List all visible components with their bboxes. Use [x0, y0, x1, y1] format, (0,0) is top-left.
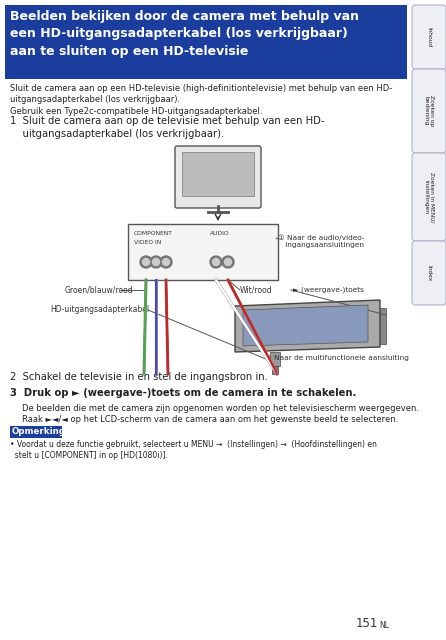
- Text: 3  Druk op ► (weergave-)toets om de camera in te schakelen.: 3 Druk op ► (weergave-)toets om de camer…: [10, 388, 356, 398]
- Bar: [128, 224, 278, 280]
- Circle shape: [224, 259, 231, 266]
- Text: COMPONENT: COMPONENT: [134, 231, 173, 236]
- Circle shape: [160, 256, 172, 268]
- Text: VIDEO IN: VIDEO IN: [134, 240, 161, 245]
- FancyBboxPatch shape: [412, 69, 446, 153]
- Bar: [5, 5, 407, 79]
- Polygon shape: [235, 300, 380, 352]
- Text: 1  Sluit de camera aan op de televisie met behulp van een HD-
    uitgangsadapte: 1 Sluit de camera aan op de televisie me…: [10, 116, 325, 139]
- Text: HD-uitgangsadapterkabel: HD-uitgangsadapterkabel: [50, 305, 149, 314]
- Text: Sluit de camera aan op een HD-televisie (high-definitiontelevisie) met behulp va: Sluit de camera aan op een HD-televisie …: [10, 84, 392, 116]
- Text: Opmerking: Opmerking: [12, 427, 66, 436]
- Circle shape: [150, 256, 162, 268]
- Text: Index: Index: [426, 265, 431, 281]
- Circle shape: [222, 256, 234, 268]
- Text: 2  Schakel de televisie in en stel de ingangsbron in.: 2 Schakel de televisie in en stel de ing…: [10, 372, 268, 382]
- FancyBboxPatch shape: [412, 241, 446, 305]
- Text: NL: NL: [379, 621, 389, 630]
- Bar: [182, 152, 254, 196]
- Polygon shape: [243, 305, 368, 346]
- Circle shape: [212, 259, 219, 266]
- FancyBboxPatch shape: [175, 146, 261, 208]
- Text: Zoeken in MENU/
instellingen: Zoeken in MENU/ instellingen: [424, 172, 434, 222]
- Text: ② Naar de multifunctionele aansluiting: ② Naar de multifunctionele aansluiting: [265, 355, 409, 361]
- Text: Inhoud: Inhoud: [426, 27, 431, 47]
- Text: • Voordat u deze functie gebruikt, selecteert u MENU →  (Instellingen) →  (Hoofd: • Voordat u deze functie gebruikt, selec…: [10, 440, 377, 460]
- Bar: [272, 366, 278, 374]
- Bar: [270, 352, 280, 366]
- FancyBboxPatch shape: [412, 5, 446, 69]
- Circle shape: [162, 259, 169, 266]
- Text: ① Naar de audio/video-
   ingangsaansluitingen: ① Naar de audio/video- ingangsaansluitin…: [278, 234, 364, 248]
- Circle shape: [140, 256, 152, 268]
- Bar: [380, 308, 386, 344]
- Text: 151: 151: [355, 617, 378, 630]
- Text: De beelden die met de camera zijn opgenomen worden op het televisiescherm weerge: De beelden die met de camera zijn opgeno…: [22, 404, 419, 424]
- Text: Wit/rood: Wit/rood: [240, 285, 273, 294]
- Text: Groen/blauw/rood: Groen/blauw/rood: [65, 285, 134, 294]
- FancyBboxPatch shape: [412, 153, 446, 241]
- Text: ► (weergave-)toets: ► (weergave-)toets: [293, 287, 364, 293]
- Text: Zoeken op
bediening: Zoeken op bediening: [424, 95, 434, 127]
- Text: AUDIO: AUDIO: [210, 231, 230, 236]
- Bar: [10, 426, 62, 438]
- Circle shape: [153, 259, 160, 266]
- Text: Beelden bekijken door de camera met behulp van
een HD-uitgangsadapterkabel (los : Beelden bekijken door de camera met behu…: [10, 10, 359, 58]
- Circle shape: [143, 259, 149, 266]
- Circle shape: [210, 256, 222, 268]
